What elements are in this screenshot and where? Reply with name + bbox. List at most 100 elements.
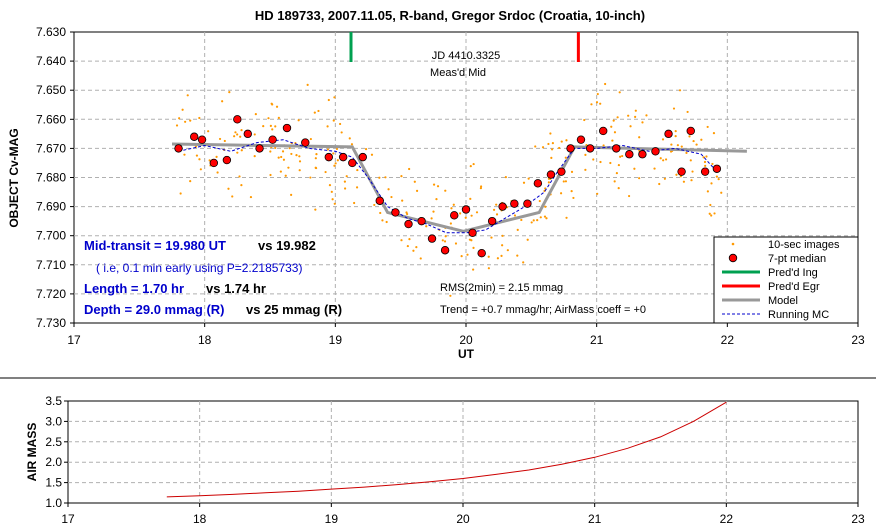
raw-point bbox=[708, 212, 711, 215]
raw-point bbox=[277, 116, 280, 119]
y-tick-label: 7.730 bbox=[36, 316, 66, 330]
x-tick-label: 22 bbox=[720, 512, 734, 526]
raw-point bbox=[343, 180, 346, 183]
raw-point bbox=[277, 156, 280, 159]
bottom-chart: 1.0 1.5 2.0 2.5 3.0 3.5 17 18 19 20 21 22 23 AIR MA… bbox=[25, 394, 865, 526]
raw-point bbox=[638, 136, 641, 139]
raw-point bbox=[500, 254, 503, 257]
raw-point bbox=[543, 215, 547, 218]
raw-point bbox=[234, 131, 237, 134]
raw-point bbox=[279, 170, 282, 173]
raw-point bbox=[223, 139, 226, 143]
median-point bbox=[358, 152, 367, 162]
raw-point bbox=[558, 146, 561, 150]
x-tick-label: 21 bbox=[588, 512, 602, 526]
raw-point bbox=[345, 175, 348, 178]
y-tick-label: 1.0 bbox=[45, 496, 62, 510]
raw-point bbox=[480, 185, 483, 188]
raw-point bbox=[240, 129, 243, 132]
median-point bbox=[209, 158, 219, 168]
raw-point bbox=[487, 267, 490, 270]
x-tick-label: 17 bbox=[67, 333, 81, 347]
raw-point bbox=[487, 255, 490, 258]
raw-point bbox=[713, 212, 716, 215]
raw-point bbox=[415, 246, 418, 249]
raw-point bbox=[496, 257, 499, 260]
median-point bbox=[585, 144, 595, 153]
raw-point bbox=[634, 115, 637, 118]
raw-point bbox=[618, 91, 621, 94]
median-point bbox=[651, 147, 660, 156]
raw-point bbox=[469, 197, 472, 200]
raw-point bbox=[444, 235, 447, 238]
raw-point bbox=[290, 152, 293, 156]
raw-point bbox=[186, 94, 189, 97]
median-point bbox=[233, 115, 242, 124]
raw-point bbox=[333, 202, 336, 205]
raw-point bbox=[454, 242, 458, 245]
y-tick-label: 7.640 bbox=[36, 54, 66, 68]
raw-point bbox=[613, 131, 617, 134]
raw-point bbox=[240, 149, 243, 152]
raw-point bbox=[705, 155, 708, 158]
raw-point bbox=[629, 125, 632, 128]
raw-point bbox=[313, 111, 316, 114]
chart-title: HD 189733, 2007.11.05, R-band, Gregor Sr… bbox=[255, 8, 645, 23]
model-line bbox=[171, 142, 747, 233]
raw-point bbox=[288, 147, 291, 150]
raw-point bbox=[419, 257, 422, 260]
raw-point bbox=[621, 154, 624, 158]
raw-point bbox=[539, 216, 542, 219]
raw-point bbox=[400, 239, 403, 242]
raw-point bbox=[239, 135, 242, 138]
raw-point bbox=[627, 194, 631, 198]
median-point bbox=[576, 135, 586, 144]
raw-point bbox=[689, 159, 692, 162]
raw-point bbox=[704, 164, 707, 167]
raw-point bbox=[249, 195, 253, 199]
raw-point bbox=[449, 222, 452, 225]
measured-mid-label: Meas'd Mid bbox=[430, 67, 486, 79]
raw-point bbox=[227, 187, 230, 190]
raw-point bbox=[550, 156, 553, 159]
median-point bbox=[638, 150, 647, 159]
raw-point bbox=[179, 192, 182, 195]
rms-text: RMS(2min) = 2.15 mmag bbox=[440, 282, 563, 294]
median-point bbox=[427, 234, 437, 243]
raw-point bbox=[355, 186, 359, 189]
raw-point bbox=[664, 158, 668, 161]
raw-point bbox=[326, 148, 330, 151]
raw-point bbox=[207, 130, 210, 133]
raw-point bbox=[534, 145, 537, 148]
raw-point bbox=[340, 131, 343, 134]
median-point bbox=[301, 138, 310, 147]
y-tick-label: 7.660 bbox=[36, 112, 66, 126]
raw-point bbox=[570, 190, 573, 193]
legend: 10-sec images 7-pt median Pred'd Ing Pre… bbox=[713, 236, 859, 324]
raw-point bbox=[356, 168, 359, 172]
raw-point bbox=[703, 160, 707, 164]
raw-point bbox=[611, 139, 614, 142]
raw-point bbox=[218, 137, 222, 141]
top-y-axis-label: OBJECT Cv-MAG bbox=[7, 128, 21, 227]
legend-raw: 10-sec images bbox=[768, 239, 840, 251]
raw-point bbox=[415, 189, 419, 192]
y-tick-label: 1.5 bbox=[45, 476, 62, 490]
raw-point bbox=[619, 155, 622, 158]
raw-point bbox=[547, 142, 550, 146]
raw-point bbox=[328, 184, 332, 187]
raw-point bbox=[495, 213, 499, 216]
raw-point bbox=[468, 238, 472, 241]
raw-point bbox=[565, 216, 568, 219]
raw-point bbox=[678, 89, 682, 92]
raw-point bbox=[501, 244, 504, 247]
raw-point bbox=[547, 181, 550, 184]
raw-point bbox=[599, 160, 602, 164]
raw-point bbox=[430, 217, 433, 220]
raw-point bbox=[335, 147, 339, 150]
median-point bbox=[324, 152, 333, 162]
raw-point bbox=[274, 125, 277, 128]
raw-point bbox=[298, 169, 301, 172]
depth-text: Depth = 29.0 mmag (R) bbox=[84, 302, 225, 317]
raw-point bbox=[564, 156, 567, 159]
